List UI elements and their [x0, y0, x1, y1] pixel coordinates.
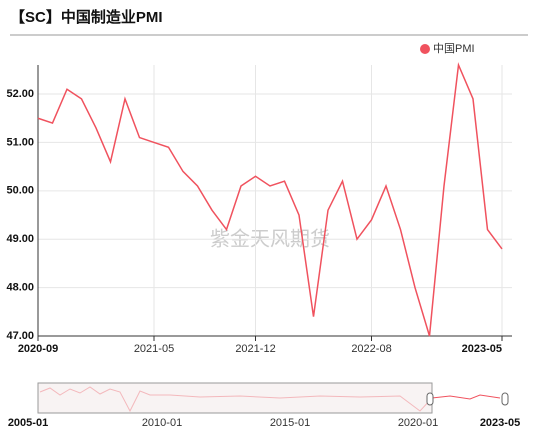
y-tick-label: 50.00: [6, 185, 34, 197]
zoom-handle[interactable]: [501, 392, 509, 406]
x-tick-label: 2020-09: [18, 343, 58, 355]
zoom-label: 2010-01: [142, 417, 182, 429]
zoom-label: 2020-01: [398, 417, 438, 429]
x-tick-label: 2021-05: [134, 343, 174, 355]
x-tick-label: 2022-08: [351, 343, 391, 355]
zoom-frame: [37, 382, 433, 414]
series-line: [37, 62, 503, 337]
zoom-label: 2023-05: [480, 417, 520, 429]
zoom-label: 2015-01: [270, 417, 310, 429]
legend-label: 中国PMI: [433, 42, 475, 55]
y-tick-label: 52.00: [6, 88, 34, 100]
chart-title: 【SC】中国制造业PMI: [10, 8, 163, 26]
y-tick-label: 49.00: [6, 233, 34, 245]
y-tick-label: 51.00: [6, 136, 34, 148]
zoom-preview: [39, 386, 433, 413]
zoom-handle[interactable]: [426, 392, 434, 406]
x-tick-label: 2023-05: [462, 343, 502, 355]
zoom-preview-selected: [431, 394, 501, 400]
legend-marker: [420, 44, 430, 54]
data-zoom: [37, 382, 509, 414]
zoom-label: 2005-01: [8, 417, 48, 429]
x-tick-label: 2021-12: [235, 343, 275, 355]
y-tick-label: 47.00: [6, 330, 34, 342]
y-tick-label: 48.00: [6, 282, 34, 294]
